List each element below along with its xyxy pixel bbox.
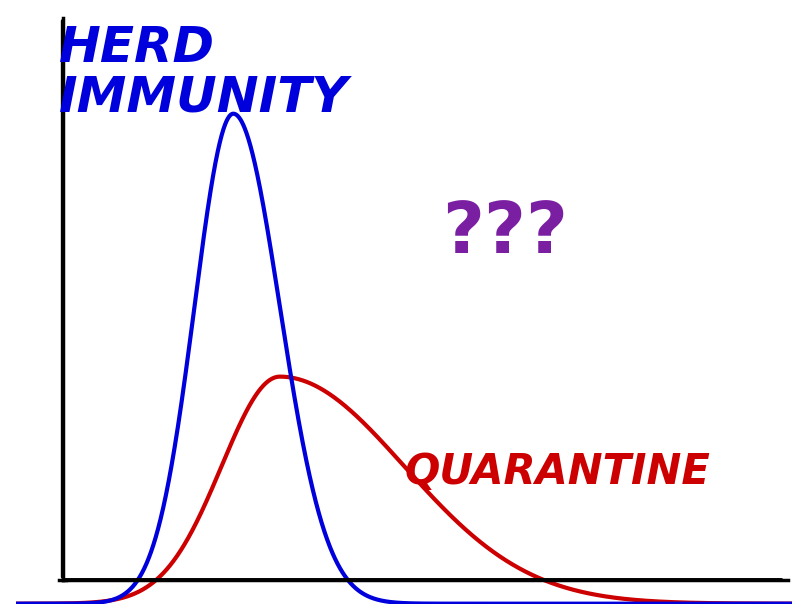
Text: QUARANTINE: QUARANTINE (404, 452, 710, 493)
Text: ???: ??? (442, 199, 568, 268)
Text: HERD
IMMUNITY: HERD IMMUNITY (58, 24, 348, 122)
